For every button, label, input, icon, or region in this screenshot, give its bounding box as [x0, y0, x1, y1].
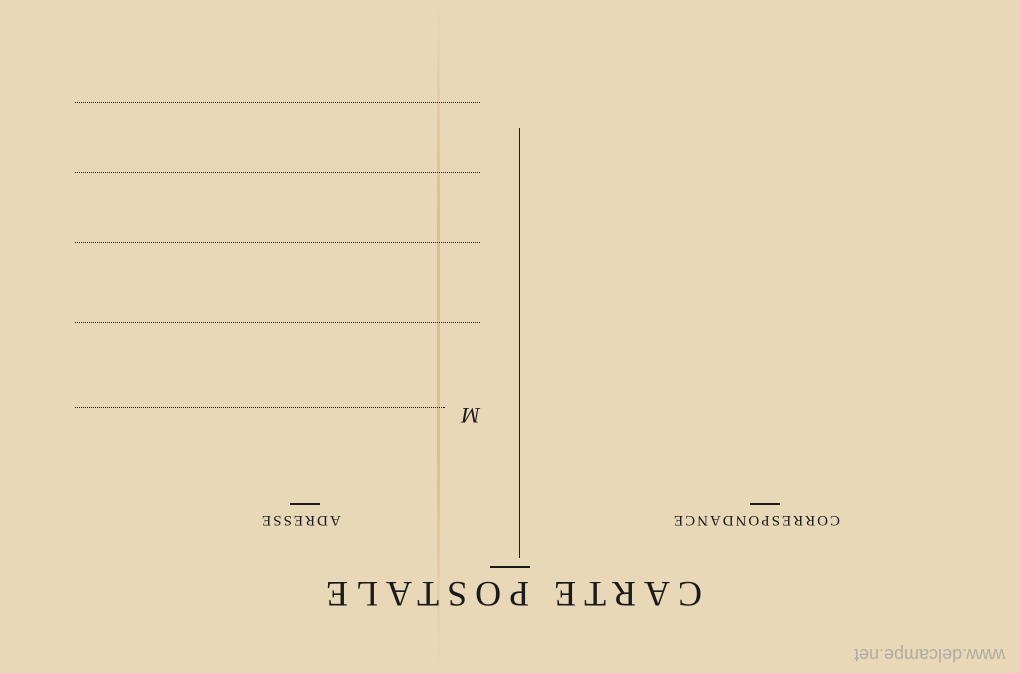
address-line-4	[75, 172, 480, 173]
postcard-title: CARTE POSTALE	[318, 573, 702, 615]
correspondance-divider	[750, 503, 780, 505]
title-divider	[490, 566, 530, 568]
recipient-prefix: M	[462, 402, 480, 428]
address-line-3	[75, 242, 480, 243]
postcard-back: CARTE POSTALE CORRESPONDANCE ADRESSE M	[0, 0, 1020, 673]
address-line-2	[75, 322, 480, 323]
adresse-label: ADRESSE	[260, 511, 341, 528]
address-line-1	[75, 407, 445, 408]
correspondance-label: CORRESPONDANCE	[672, 511, 840, 528]
center-divider	[519, 128, 520, 558]
adresse-divider	[290, 503, 320, 505]
watermark: www.delcampe.net	[854, 644, 1005, 665]
address-line-5	[75, 102, 480, 103]
